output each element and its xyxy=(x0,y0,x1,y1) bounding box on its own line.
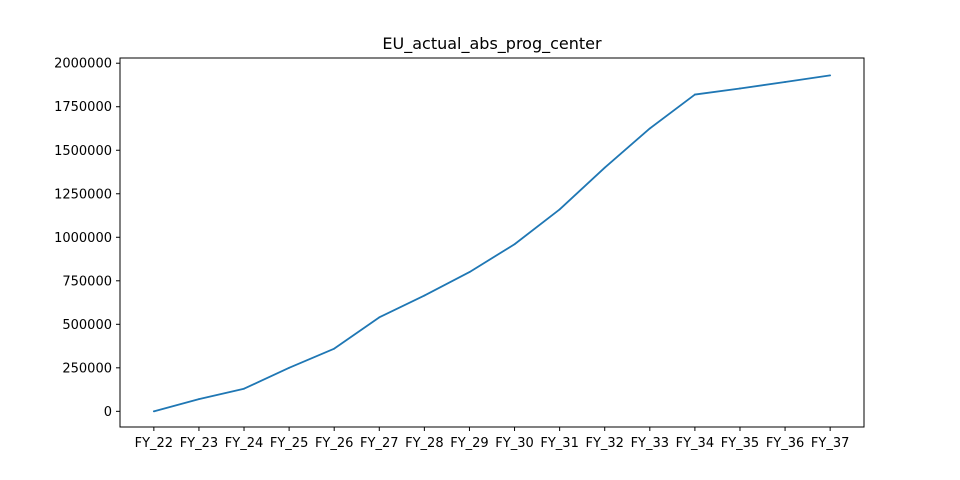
x-axis: FY_22 FY_23 FY_24 FY_25 FY_26 FY_27 FY_28 FY_29… xyxy=(135,427,849,451)
data-point xyxy=(333,347,336,350)
data-point xyxy=(513,243,516,246)
data-point xyxy=(693,93,696,96)
y-tick-label: 500000 xyxy=(62,318,112,333)
axes-frame xyxy=(119,57,865,428)
x-tick-label: FY_36 xyxy=(766,436,804,451)
y-tick-label: 750000 xyxy=(62,274,112,289)
y-tick-label: 1750000 xyxy=(54,100,112,115)
data-point xyxy=(243,387,245,390)
data-point xyxy=(468,271,471,273)
x-tick-label: FY_27 xyxy=(360,436,398,451)
data-point xyxy=(423,294,426,297)
data-point xyxy=(558,208,561,211)
x-tick-label: FY_29 xyxy=(450,436,488,451)
x-tick-label: FY_26 xyxy=(315,436,353,451)
chart-title: EU_actual_abs_prog_center xyxy=(382,34,602,54)
x-tick-label: FY_33 xyxy=(631,436,669,451)
x-tick-label: FY_28 xyxy=(405,436,443,451)
y-tick-label: 0 xyxy=(104,405,112,420)
x-tick-label: FY_37 xyxy=(811,436,849,451)
x-tick-label: FY_34 xyxy=(676,436,714,451)
x-tick-label: FY_24 xyxy=(225,436,263,451)
data-point xyxy=(648,127,651,130)
data-point xyxy=(739,87,741,90)
y-axis: 0 250000 500000 750000 1000000 1250000 1500000… xyxy=(54,57,120,420)
x-tick-label: FY_35 xyxy=(721,436,759,451)
plot-area xyxy=(152,74,832,413)
y-tick-label: 1500000 xyxy=(54,144,112,159)
data-point xyxy=(288,366,291,369)
x-tick-label: FY_31 xyxy=(540,436,578,451)
data-point xyxy=(829,74,832,77)
data-point xyxy=(603,166,606,169)
x-tick-label: FY_32 xyxy=(585,436,623,451)
y-tick-label: 2000000 xyxy=(54,57,112,72)
y-tick-label: 1250000 xyxy=(54,187,112,202)
y-tick-label: 1000000 xyxy=(54,231,112,246)
x-tick-label: FY_22 xyxy=(135,436,173,451)
x-tick-label: FY_30 xyxy=(495,436,533,451)
series-line xyxy=(153,74,831,413)
data-point xyxy=(198,398,200,401)
x-tick-label: FY_23 xyxy=(180,436,218,451)
data-point xyxy=(378,316,381,319)
data-point xyxy=(784,81,786,83)
y-tick-label: 250000 xyxy=(62,361,112,376)
x-tick-label: FY_25 xyxy=(270,436,308,451)
data-point xyxy=(152,410,155,413)
